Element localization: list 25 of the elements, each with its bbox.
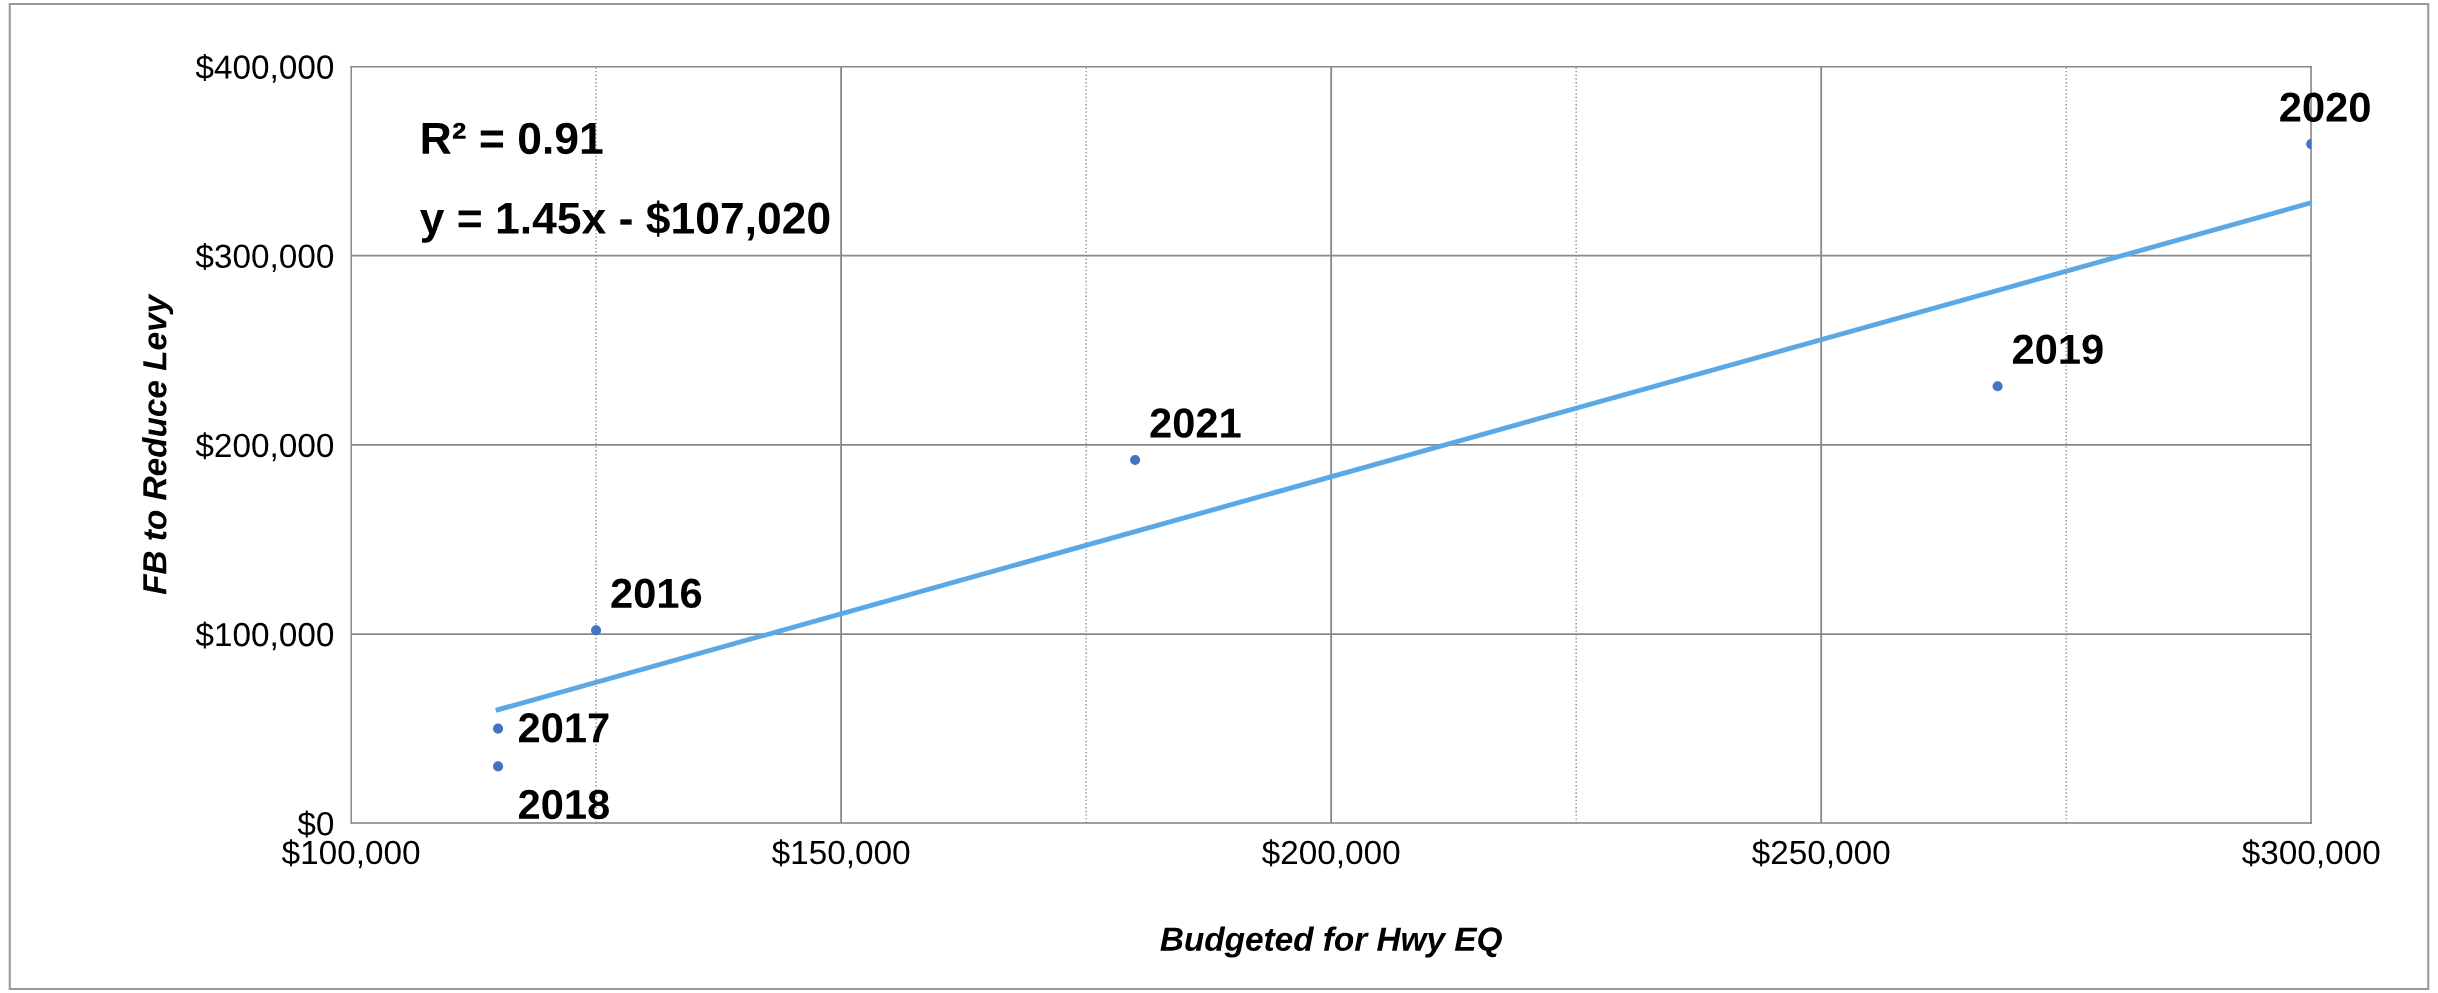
annotation: 2017 xyxy=(518,713,609,743)
point xyxy=(1130,454,1141,466)
annotation: y = 1.45x - $107,020 xyxy=(420,200,830,243)
y-tick-label: $300,000 xyxy=(195,243,334,273)
x-tick-label: $150,000 xyxy=(771,839,910,869)
x-axis-title: Budgeted for Hwy EQ xyxy=(1160,926,1502,958)
y-tick-label: $200,000 xyxy=(195,432,334,462)
annotation: R² = 0.91 xyxy=(422,122,603,155)
x-tick-label: $200,000 xyxy=(1262,839,1400,869)
point xyxy=(492,761,504,772)
point xyxy=(591,625,602,636)
annotation: 2019 xyxy=(2012,334,2103,365)
annotation: 2016 xyxy=(611,578,702,609)
annotation: 2020 xyxy=(2280,92,2370,122)
x-tick-label: $300,000 xyxy=(2242,839,2380,869)
point xyxy=(1992,381,2003,392)
y-tick-label: $400,000 xyxy=(195,53,334,83)
y-tick-label: $0 xyxy=(297,810,334,838)
x-tick-label: $100,000 xyxy=(281,839,420,869)
y-tick-label: $100,000 xyxy=(195,621,334,651)
annotation: 2021 xyxy=(1150,408,1241,438)
point xyxy=(492,723,504,734)
annotation: 2018 xyxy=(518,789,609,820)
x-tick-label: $250,000 xyxy=(1752,839,1890,869)
y-axis-title: FB to Reduce Levy xyxy=(142,293,174,595)
